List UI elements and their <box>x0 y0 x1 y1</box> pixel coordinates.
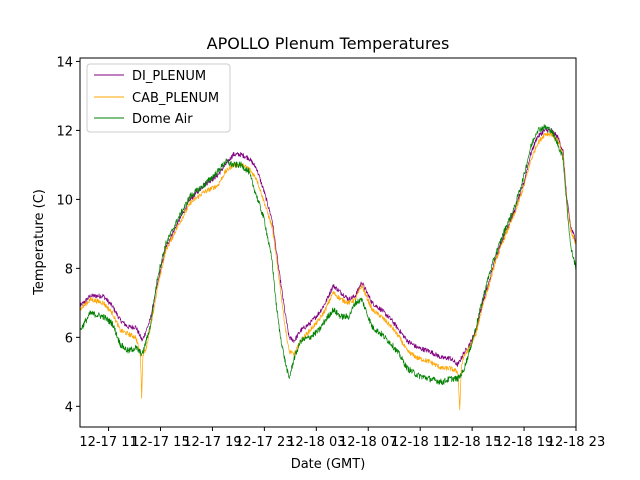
y-tick-label: 14 <box>56 55 73 70</box>
chart-title: APOLLO Plenum Temperatures <box>207 34 450 53</box>
y-tick-label: 4 <box>65 400 73 415</box>
y-tick-label: 6 <box>65 331 73 346</box>
legend-label-dome-air: Dome Air <box>132 112 193 127</box>
legend-label-di-plenum: DI_PLENUM <box>132 69 206 84</box>
x-tick-label: 12-18 19 <box>495 435 553 450</box>
x-tick-label: 12-18 11 <box>391 435 449 450</box>
x-axis-label: Date (GMT) <box>291 457 366 472</box>
legend-box <box>86 63 231 133</box>
x-tick-label: 12-17 11 <box>79 435 137 450</box>
x-tick-label: 12-18 07 <box>339 435 397 450</box>
series-layer <box>80 124 576 411</box>
series-line-cab-plenum <box>80 131 576 411</box>
x-tick-label: 12-18 15 <box>443 435 501 450</box>
y-axis-label: Temperature (C) <box>32 189 47 296</box>
y-tick-label: 10 <box>56 193 73 208</box>
x-tick-label: 12-17 15 <box>131 435 189 450</box>
x-tick-label: 12-18 03 <box>287 435 345 450</box>
axes-frame <box>79 57 577 428</box>
legend: DI_PLENUM CAB_PLENUM Dome Air <box>86 63 231 133</box>
y-tick-label: 8 <box>65 262 73 277</box>
x-tick-label: 12-17 19 <box>183 435 241 450</box>
series-line-di-plenum <box>80 128 576 368</box>
x-tick-label: 12-17 23 <box>235 435 293 450</box>
legend-label-cab-plenum: CAB_PLENUM <box>132 91 219 106</box>
x-tick-label: 12-18 23 <box>547 435 605 450</box>
series-line-dome-air <box>80 124 576 385</box>
y-tick-label: 12 <box>56 124 73 139</box>
